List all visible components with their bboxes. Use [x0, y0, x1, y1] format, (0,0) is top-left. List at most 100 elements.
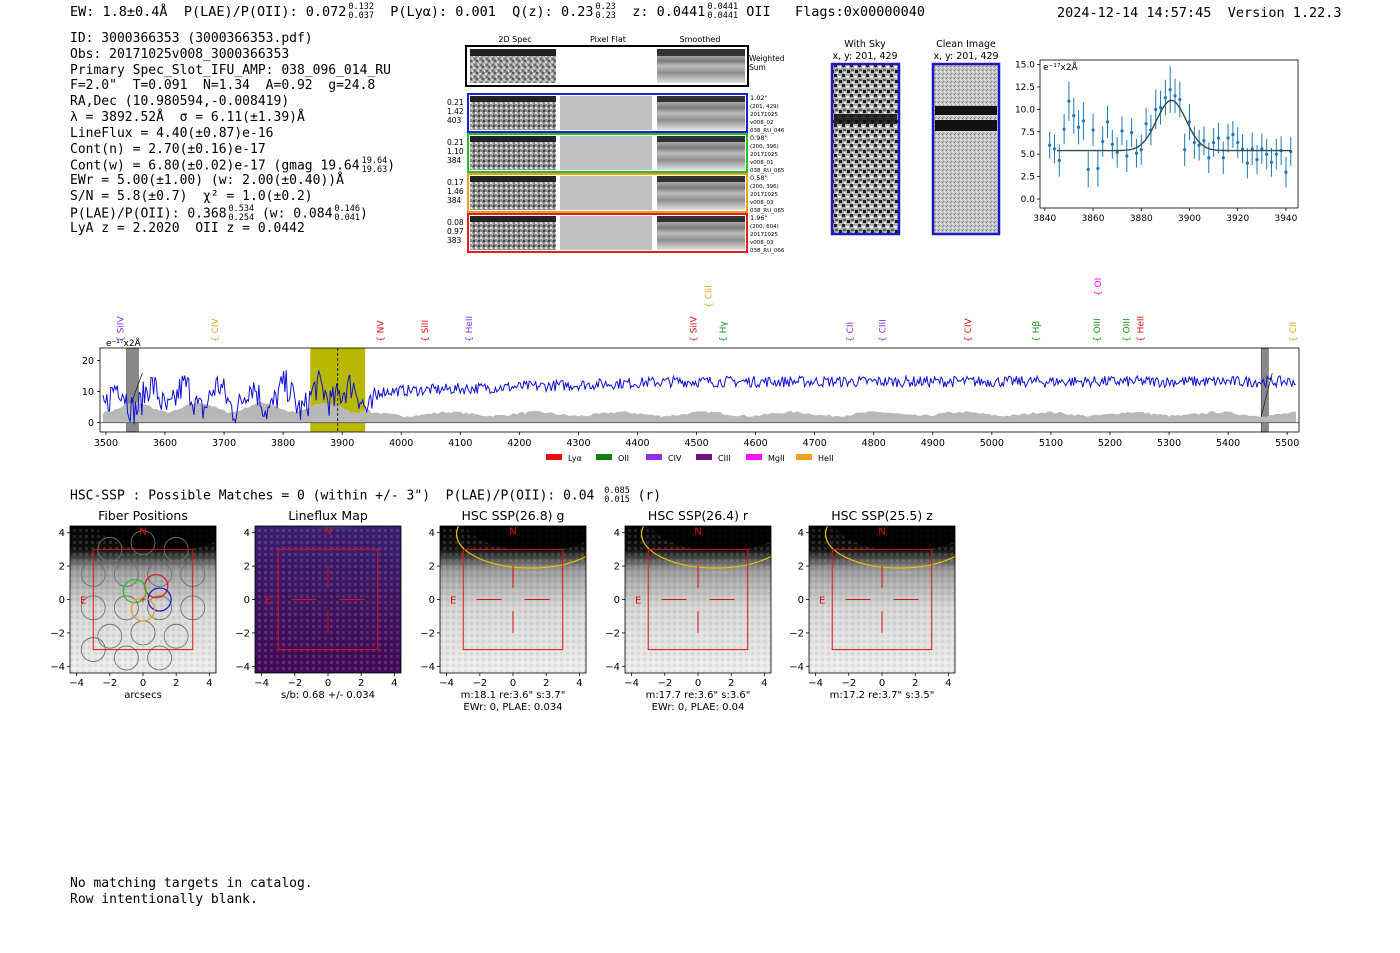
zoom-point — [1207, 142, 1211, 174]
plae-header-hi: 0.132 — [348, 2, 374, 12]
spectrum-xtick: 4900 — [921, 438, 945, 449]
north-label: N — [509, 526, 516, 537]
cutout-right-label: 038_RU_066 — [750, 248, 785, 254]
legend-label: HeII — [818, 454, 834, 463]
panel-ytick: −2 — [789, 628, 804, 639]
spectrum-xtick: 4200 — [507, 438, 531, 449]
zoom-xtick: 3920 — [1226, 214, 1249, 224]
panel-ytick: 2 — [798, 562, 804, 573]
info-sn: S/N = 5.8(±0.7) χ² = 1.0(±0.2) — [70, 188, 313, 204]
panel-xtick: −4 — [69, 678, 84, 689]
col-2d-label: 2D Spec — [498, 35, 531, 44]
panel-ytick: −4 — [235, 662, 250, 673]
zoom-point — [1120, 116, 1124, 146]
zoom-point — [1125, 139, 1129, 173]
svg-text:{ SiIV: { SiIV — [690, 316, 700, 342]
spectrum-xtick: 4800 — [862, 438, 886, 449]
weighted-sum-row: Weighted Sum — [465, 45, 785, 87]
zoom-point — [1202, 126, 1206, 156]
cutout-right-label: v008_01 — [750, 160, 774, 166]
cutout-left-label: 384 — [447, 156, 462, 165]
spectrum-xtick: 4000 — [389, 438, 413, 449]
zoom-point — [1072, 97, 1076, 134]
cutout-right-label: 1.96" — [750, 214, 767, 222]
header-right: 2024-12-14 14:57:45 Version 1.22.3 — [1057, 5, 1342, 21]
svg-text:{ SiII: { SiII — [421, 320, 431, 342]
emission-line-label: { Hβ — [1032, 321, 1042, 342]
cutout-right-label: (200, 396) — [750, 144, 779, 150]
fiber-circle — [147, 561, 173, 587]
svg-text:{ NV: { NV — [377, 320, 387, 342]
spectrum-xtick: 5200 — [1098, 438, 1122, 449]
cutout-left-label: 0.97 — [447, 227, 464, 236]
info-lya-z: LyA z = 2.2020 OII z = 0.0442 — [70, 220, 305, 236]
zoom-xtick: 3940 — [1274, 214, 1297, 224]
image-panel: N E HSC SSP(25.5) z −4 −4 −2 −2 0 0 2 2 4 4 m:17.2 re… — [789, 508, 956, 701]
info-plae-hi: 0.534 — [228, 203, 255, 214]
zoom-point — [1250, 132, 1254, 165]
weighted-label: Weighted — [749, 54, 785, 63]
spectrum-legend: Lyα OII CIV CIII MgII HeII — [546, 454, 834, 463]
zoom-point — [1048, 131, 1052, 159]
emission-line-label: { SiIV — [690, 316, 700, 342]
svg-text:{ CII: { CII — [846, 322, 856, 342]
clean-title: Clean Image — [936, 39, 996, 50]
legend-label: CIV — [668, 454, 682, 463]
cutout-right-label: 20171025 — [750, 192, 778, 198]
panel-xtick: −2 — [102, 678, 117, 689]
emission-line-label: { SiIV — [117, 316, 127, 342]
aperture-ellipse — [640, 526, 771, 569]
zoom-xtick: 3900 — [1178, 214, 1201, 224]
panel-xtick: −2 — [841, 678, 856, 689]
spectrum-xtick: 4500 — [684, 438, 708, 449]
zoom-point — [1134, 138, 1139, 168]
zoom-xtick: 3840 — [1033, 214, 1056, 224]
image-panel: N E HSC SSP(26.8) g −4 −4 −2 −2 0 0 2 2 4 4 m:18.1 re… — [420, 508, 587, 713]
cutout-right-label: (200, 604) — [750, 224, 779, 230]
cutout-left-label: 0.17 — [447, 178, 464, 187]
info-radec: RA,Dec (10.980594,-0.008419) — [70, 94, 290, 110]
sum-label: Sum — [749, 63, 766, 72]
zoom-point — [1236, 127, 1240, 158]
zoom-point — [1231, 120, 1235, 148]
flags-value: Flags:0x00000040 — [795, 4, 926, 20]
north-label: N — [324, 526, 331, 537]
panel-xtick: −2 — [287, 678, 302, 689]
panel-xtick: 0 — [879, 678, 885, 689]
plae-header: P(LAE)/P(OII): 0.072 — [183, 4, 347, 20]
zoom-point — [1139, 134, 1143, 165]
zoom-point — [1081, 102, 1086, 140]
fiber-circle — [147, 595, 173, 621]
timestamp: 2024-12-14 14:57:45 — [1057, 5, 1212, 21]
hsc-hi: 0.085 — [604, 486, 630, 496]
emission-line-label: { CII — [846, 322, 856, 342]
aperture-ellipse — [455, 526, 586, 569]
hsc-summary: HSC-SSP : Possible Matches = 0 (within +… — [70, 487, 661, 505]
info-obs: Obs: 20171025v008_3000366353 — [70, 46, 290, 62]
panel-xtick: 0 — [140, 678, 146, 689]
with-sky-image — [830, 62, 901, 236]
gmag-lo: 19.63 — [361, 165, 388, 176]
qz-lo: 0.23 — [595, 11, 616, 21]
gmag-close: ) — [387, 158, 396, 174]
panel-xtick: −2 — [657, 678, 672, 689]
svg-text:{ CIV: { CIV — [964, 317, 974, 342]
info-lambda: λ = 3892.52Å σ = 6.11(±1.39)Å — [70, 109, 305, 125]
spectrum-ytick: 20 — [82, 356, 94, 367]
panel-xtick: 4 — [576, 678, 582, 689]
emission-line-label: { NV — [377, 320, 387, 342]
image-panel: N E HSC SSP(26.4) r −4 −4 −2 −2 0 0 2 2 4 4 m:17.7 re… — [605, 508, 772, 713]
zoom-point — [1240, 134, 1245, 164]
cutout-right-label: v008_02 — [750, 120, 774, 126]
zoom-point — [1212, 128, 1216, 157]
info-plae-text: P(LAE)/P(OII): 0.368 — [70, 206, 227, 222]
info-plae: P(LAE)/P(OII): 0.368 0.534 0.254 (w: 0.084… — [70, 203, 395, 222]
spectrum-xtick: 5400 — [1216, 438, 1240, 449]
info-contw: Cont(w) = 6.80(±0.02)e-17 (gmag 19.64 19.… — [70, 157, 396, 176]
svg-text:{ CIII: { CIII — [879, 319, 889, 342]
zoom-point — [1226, 123, 1230, 153]
panel-ytick: −2 — [420, 628, 435, 639]
zoom-point — [1173, 78, 1177, 113]
panel-ytick: 0 — [429, 595, 435, 606]
spectrum-xtick: 4100 — [448, 438, 472, 449]
